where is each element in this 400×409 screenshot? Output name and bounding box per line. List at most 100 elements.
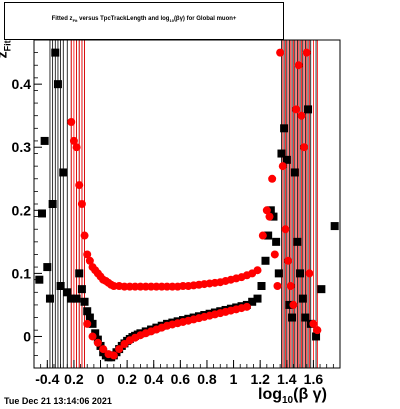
data-point (294, 61, 303, 70)
data-point (297, 111, 306, 120)
data-point (281, 225, 290, 234)
data-point (264, 231, 273, 240)
x-tick-label: 1 (230, 371, 238, 387)
data-point (88, 319, 97, 328)
data-point (40, 136, 49, 145)
data-point (253, 266, 262, 275)
data-point (282, 155, 291, 164)
data-point (284, 256, 293, 265)
data-point (115, 345, 124, 354)
data-point (278, 162, 287, 171)
data-point (75, 269, 84, 278)
data-point (302, 48, 311, 57)
x-tick-label: -0.4 (35, 371, 59, 387)
x-tick-label: 0.2 (64, 371, 84, 387)
data-point (286, 282, 295, 290)
data-point (317, 285, 326, 294)
data-point (265, 212, 274, 221)
data-point (63, 288, 72, 297)
data-point (75, 181, 84, 190)
data-point (313, 326, 322, 335)
y-tick-label: 0.2 (12, 202, 32, 218)
y-tick-label: 0.4 (12, 76, 32, 92)
data-point (272, 237, 281, 246)
data-points (35, 48, 339, 362)
data-point (290, 168, 299, 177)
x-tick-label: 1.6 (304, 371, 324, 387)
data-point (91, 329, 100, 338)
x-tick-label: 0 (97, 371, 105, 387)
data-point (80, 231, 89, 240)
data-point (83, 319, 92, 328)
data-point (309, 319, 318, 328)
y-tick-label: 0.3 (12, 139, 32, 155)
data-point (262, 206, 271, 215)
data-point (67, 118, 76, 126)
data-point (293, 237, 302, 246)
data-point (242, 302, 251, 311)
data-point (273, 282, 282, 290)
data-point (77, 200, 86, 208)
timestamp: Tue Dec 21 13:14:06 2021 (4, 396, 112, 406)
data-point (83, 307, 92, 316)
x-tick-label: 1.2 (250, 371, 270, 387)
data-point (276, 48, 285, 57)
x-axis-label: log10(β γ) (258, 386, 327, 407)
data-point (72, 143, 81, 152)
data-point (69, 136, 78, 145)
chart-title: Fitted zFit versus TpcTrackLength and lo… (51, 16, 237, 24)
data-point (288, 313, 297, 322)
data-point (48, 200, 57, 208)
data-point (304, 105, 313, 114)
data-point (277, 149, 286, 158)
data-point (37, 209, 46, 218)
data-point (296, 269, 305, 278)
data-point (253, 294, 262, 303)
y-axis-label: zFit (0, 40, 13, 58)
data-point (43, 263, 52, 272)
x-tick-label: 0.6 (171, 371, 191, 387)
data-point (261, 256, 270, 265)
axis-ticks: -0.4 0.2 0 0.2 0.4 0.6 0.8 1 1.2 1.4 1.6 0 0.1 0.2 0.3… (12, 52, 334, 387)
x-tick-label: 0.2 (117, 371, 137, 387)
data-point (298, 294, 307, 303)
data-point (248, 297, 257, 306)
data-point (85, 256, 94, 265)
data-point (289, 300, 298, 309)
data-point (88, 332, 97, 341)
data-point (59, 168, 68, 177)
x-tick-label: 1.4 (277, 371, 297, 387)
data-point (67, 294, 76, 303)
x-tick-label: 0.4 (144, 371, 164, 387)
x-tick-label: 0.8 (197, 371, 217, 387)
data-point (80, 297, 89, 306)
data-point (85, 313, 94, 322)
data-point (56, 282, 65, 290)
data-point (305, 269, 314, 278)
data-point (99, 345, 108, 354)
error-bars (49, 40, 318, 368)
data-point (45, 294, 54, 303)
data-point (258, 231, 267, 240)
data-point (274, 269, 283, 278)
y-tick-label: 0 (23, 328, 31, 344)
data-point (77, 285, 86, 294)
data-point (72, 294, 81, 303)
data-point (300, 143, 309, 152)
data-point (96, 341, 105, 350)
y-tick-label: 0.1 (12, 265, 32, 281)
data-point (83, 250, 92, 259)
data-point (270, 250, 279, 259)
data-point (292, 105, 301, 114)
data-point (268, 174, 277, 183)
data-point (51, 48, 60, 57)
data-point (301, 313, 310, 322)
data-point (93, 338, 102, 347)
data-point (104, 350, 113, 359)
data-point (257, 282, 266, 290)
title-box: Fitted zFit versus TpcTrackLength and lo… (4, 2, 284, 40)
data-point (280, 124, 289, 133)
data-point (35, 275, 44, 284)
data-point (53, 80, 62, 89)
